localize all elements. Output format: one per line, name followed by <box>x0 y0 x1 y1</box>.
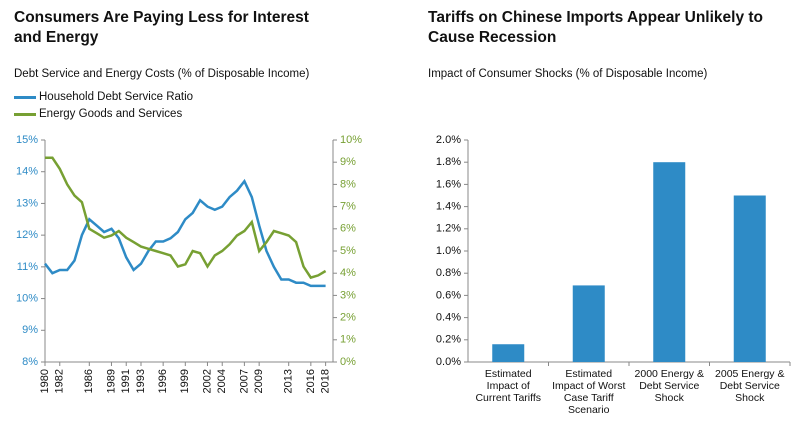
y2-tick-label: 3% <box>340 289 356 301</box>
x-label-box: 2000 Energy & Debt Service Shock <box>634 368 704 404</box>
bar <box>733 195 766 362</box>
x-tick-label: 2007 <box>238 369 250 393</box>
x-tick-label: 2000 Energy & Debt Service Shock <box>634 368 704 404</box>
x-label-box: Estimated Impact of Worst Case Tariff Sc… <box>552 368 626 416</box>
y-tick-label: 1.2% <box>436 223 461 235</box>
chart-title: Consumers Are Paying Less for Interest a… <box>14 9 309 46</box>
chart-title: Tariffs on Chinese Imports Appear Unlike… <box>428 9 764 46</box>
y2-tick-label: 10% <box>340 134 362 146</box>
y2-tick-label: 4% <box>340 267 356 279</box>
x-tick-label: 1996 <box>157 369 169 393</box>
legend-label: Energy Goods and Services <box>39 108 183 120</box>
y-tick-label: 10% <box>16 292 38 304</box>
legend-item: Energy Goods and Services <box>14 108 182 120</box>
x-tick-label: 1989 <box>105 369 117 393</box>
y-tick-label: 14% <box>16 166 38 178</box>
y-tick-label: 15% <box>16 134 38 146</box>
y-tick-label: 9% <box>22 324 38 336</box>
y-tick-label: 1.8% <box>436 156 461 168</box>
y2-tick-label: 6% <box>340 223 356 235</box>
x-tick-label: 1986 <box>83 369 95 393</box>
y-tick-label: 0.0% <box>436 356 461 368</box>
legend-item: Household Debt Service Ratio <box>14 91 193 103</box>
x-tick-label: 2016 <box>305 369 317 393</box>
line-series <box>45 156 327 280</box>
x-tick-label: 2002 <box>201 369 213 393</box>
y2-tick-label: 0% <box>340 356 356 368</box>
x-tick-label: 2018 <box>320 369 332 393</box>
legend-swatch <box>14 112 36 116</box>
y-tick-label: 2.0% <box>436 134 461 146</box>
x-tick-label: Estimated Impact of Worst Case Tariff Sc… <box>552 368 626 416</box>
y-tick-label: 13% <box>16 197 38 209</box>
chart-subtitle: Debt Service and Energy Costs (% of Disp… <box>14 68 310 80</box>
x-label-box: 2005 Energy & Debt Service Shock <box>715 368 785 404</box>
bar <box>572 285 605 362</box>
y-tick-label: 1.6% <box>436 178 461 190</box>
x-label-box: Estimated Impact of Current Tariffs <box>475 368 542 404</box>
x-tick-label: 1993 <box>135 369 147 393</box>
bar <box>492 344 525 362</box>
y-tick-label: 8% <box>22 356 38 368</box>
legend-label: Household Debt Service Ratio <box>39 91 194 103</box>
y-tick-label: 0.4% <box>436 312 461 324</box>
line-series <box>44 178 326 288</box>
bar <box>653 162 686 362</box>
x-tick-label: 1982 <box>54 369 66 393</box>
chart-subtitle: Impact of Consumer Shocks (% of Disposab… <box>428 68 708 80</box>
x-tick-label: 1980 <box>39 369 51 393</box>
y2-tick-label: 1% <box>340 334 356 346</box>
y-tick-label: 1.4% <box>436 201 461 213</box>
legend-swatch <box>14 95 36 99</box>
y-tick-label: 1.0% <box>436 245 461 257</box>
y-tick-label: 12% <box>16 229 38 241</box>
x-tick-label: 2013 <box>283 369 295 393</box>
x-tick-label: Estimated Impact of Current Tariffs <box>475 368 542 404</box>
y2-tick-label: 5% <box>340 245 356 257</box>
x-tick-label: 2005 Energy & Debt Service Shock <box>715 368 785 404</box>
y-tick-label: 0.8% <box>436 267 461 279</box>
y-tick-label: 11% <box>17 261 38 273</box>
x-tick-label: 2004 <box>216 369 228 393</box>
y2-tick-label: 8% <box>340 178 356 190</box>
y-tick-label: 0.2% <box>436 334 461 346</box>
x-tick-label: 1999 <box>179 369 191 393</box>
y-tick-label: 0.6% <box>436 289 461 301</box>
y2-tick-label: 2% <box>340 312 356 324</box>
x-tick-label: 2009 <box>253 369 265 393</box>
y2-tick-label: 7% <box>340 201 356 213</box>
x-tick-label: 1991 <box>120 369 132 393</box>
y2-tick-label: 9% <box>340 156 356 168</box>
